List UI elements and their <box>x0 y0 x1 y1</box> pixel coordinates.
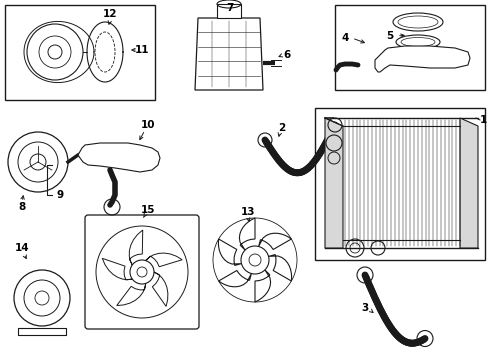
Polygon shape <box>195 18 263 90</box>
Text: 6: 6 <box>283 50 291 60</box>
Text: 7: 7 <box>226 3 234 13</box>
Bar <box>217 4 241 18</box>
Text: 13: 13 <box>241 207 255 217</box>
Text: 9: 9 <box>56 190 64 200</box>
Text: 4: 4 <box>342 33 349 43</box>
Polygon shape <box>375 46 470 72</box>
Text: 3: 3 <box>362 303 368 313</box>
Text: 8: 8 <box>19 202 25 212</box>
Text: 12: 12 <box>103 9 117 19</box>
Polygon shape <box>78 143 160 172</box>
Polygon shape <box>325 118 343 248</box>
Polygon shape <box>460 118 478 248</box>
Text: 2: 2 <box>278 123 286 133</box>
Bar <box>315 108 485 260</box>
FancyBboxPatch shape <box>85 215 199 329</box>
Text: 14: 14 <box>15 243 29 253</box>
Text: 5: 5 <box>387 31 393 41</box>
Bar <box>5 5 155 100</box>
Text: 11: 11 <box>135 45 149 55</box>
Bar <box>335 5 485 90</box>
Text: 1: 1 <box>479 115 487 125</box>
Text: 15: 15 <box>141 205 155 215</box>
Text: 10: 10 <box>141 120 155 130</box>
